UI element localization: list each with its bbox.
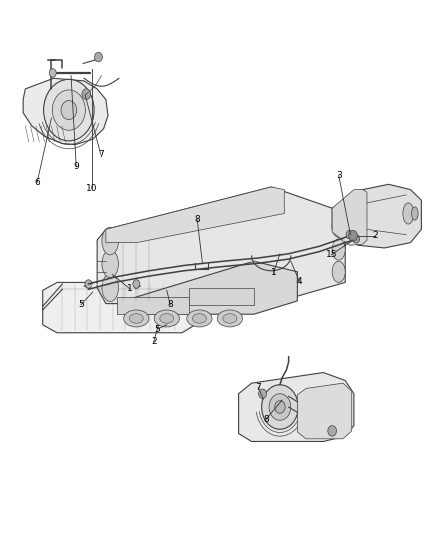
Text: 3: 3: [336, 171, 342, 180]
Ellipse shape: [102, 274, 118, 302]
Circle shape: [61, 101, 77, 119]
Text: 15: 15: [325, 251, 337, 260]
Circle shape: [353, 235, 360, 243]
Text: 8: 8: [167, 300, 173, 309]
Polygon shape: [23, 78, 108, 144]
Text: 7: 7: [255, 383, 261, 392]
Ellipse shape: [160, 314, 174, 323]
Circle shape: [328, 425, 336, 436]
Circle shape: [95, 52, 102, 62]
Circle shape: [349, 230, 357, 241]
Circle shape: [52, 90, 85, 130]
Ellipse shape: [412, 207, 418, 220]
Ellipse shape: [223, 314, 237, 323]
Ellipse shape: [332, 261, 345, 282]
Text: 7: 7: [98, 150, 103, 159]
Circle shape: [258, 389, 266, 399]
Text: 4: 4: [297, 277, 302, 286]
Polygon shape: [332, 184, 421, 248]
Text: 1: 1: [127, 284, 133, 293]
Ellipse shape: [192, 314, 206, 323]
Text: 2: 2: [151, 337, 156, 346]
Ellipse shape: [187, 310, 212, 327]
Ellipse shape: [217, 310, 243, 327]
Polygon shape: [123, 261, 297, 314]
Text: 9: 9: [74, 163, 79, 171]
Circle shape: [275, 401, 285, 414]
Polygon shape: [297, 383, 352, 439]
Text: 10: 10: [86, 183, 98, 192]
Circle shape: [133, 280, 140, 288]
Polygon shape: [106, 187, 284, 243]
Ellipse shape: [154, 310, 180, 327]
Text: 1: 1: [271, 268, 276, 277]
Text: 5: 5: [78, 300, 84, 309]
Polygon shape: [117, 297, 188, 314]
Circle shape: [82, 89, 91, 100]
Circle shape: [261, 385, 298, 429]
Text: 2: 2: [372, 231, 378, 240]
Polygon shape: [43, 282, 195, 333]
Polygon shape: [239, 373, 354, 441]
Circle shape: [44, 79, 94, 141]
Ellipse shape: [332, 216, 345, 237]
Ellipse shape: [102, 250, 118, 278]
Circle shape: [49, 69, 56, 77]
Text: 8: 8: [263, 415, 269, 424]
Polygon shape: [332, 190, 367, 245]
Polygon shape: [97, 187, 345, 304]
Circle shape: [85, 280, 92, 288]
Ellipse shape: [332, 239, 345, 260]
Ellipse shape: [124, 310, 149, 327]
Circle shape: [269, 394, 291, 420]
Text: 8: 8: [194, 215, 200, 224]
Circle shape: [346, 230, 353, 239]
Ellipse shape: [403, 203, 414, 224]
Text: 6: 6: [34, 178, 40, 187]
Ellipse shape: [129, 314, 143, 323]
Text: 5: 5: [154, 325, 160, 334]
Polygon shape: [188, 288, 254, 305]
Ellipse shape: [102, 227, 118, 255]
